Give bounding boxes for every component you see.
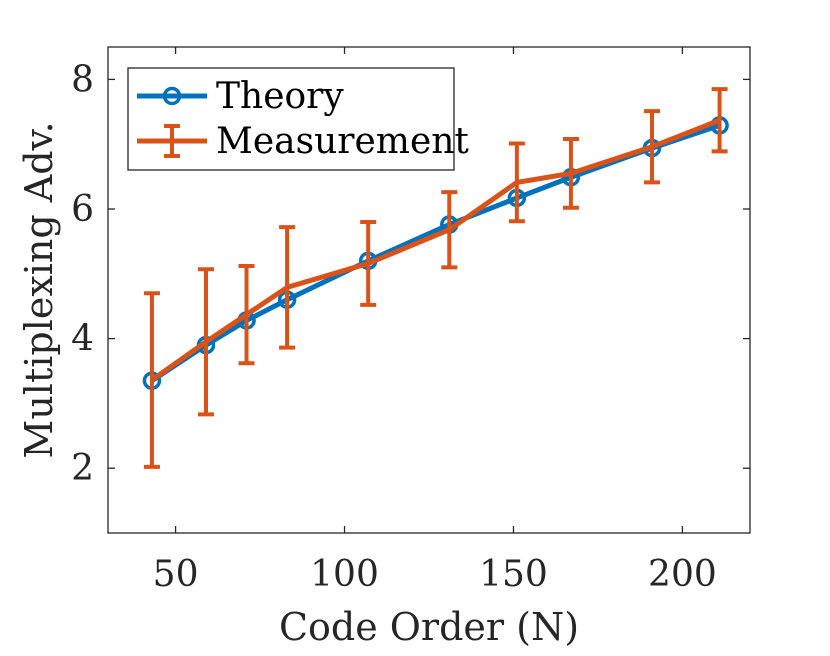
legend-theory-label: Theory [216, 76, 344, 117]
legend-theory-marker [162, 86, 182, 106]
ticks-layer: 50 100 150 200 2 4 6 8 [71, 47, 750, 595]
x-tick-label: 100 [310, 554, 379, 595]
legend-box [127, 67, 455, 171]
legend-measurement-label: Measurement [216, 121, 469, 162]
y-tick-label: 2 [71, 448, 94, 489]
series-layer [142, 87, 729, 469]
y-tick-label: 4 [71, 319, 94, 360]
y-tick-label: 8 [71, 59, 94, 100]
x-axis-label: Code Order (N) [279, 605, 579, 649]
x-tick-label: 150 [479, 554, 548, 595]
y-axis-label: Multiplexing Adv. [17, 121, 61, 458]
x-tick-label: 200 [648, 554, 717, 595]
legend: Theory Measurement [127, 67, 469, 171]
plot-frame [107, 46, 751, 534]
measurement-line [150, 117, 721, 383]
y-tick-label: 6 [71, 189, 94, 230]
x-tick-label: 50 [153, 554, 199, 595]
